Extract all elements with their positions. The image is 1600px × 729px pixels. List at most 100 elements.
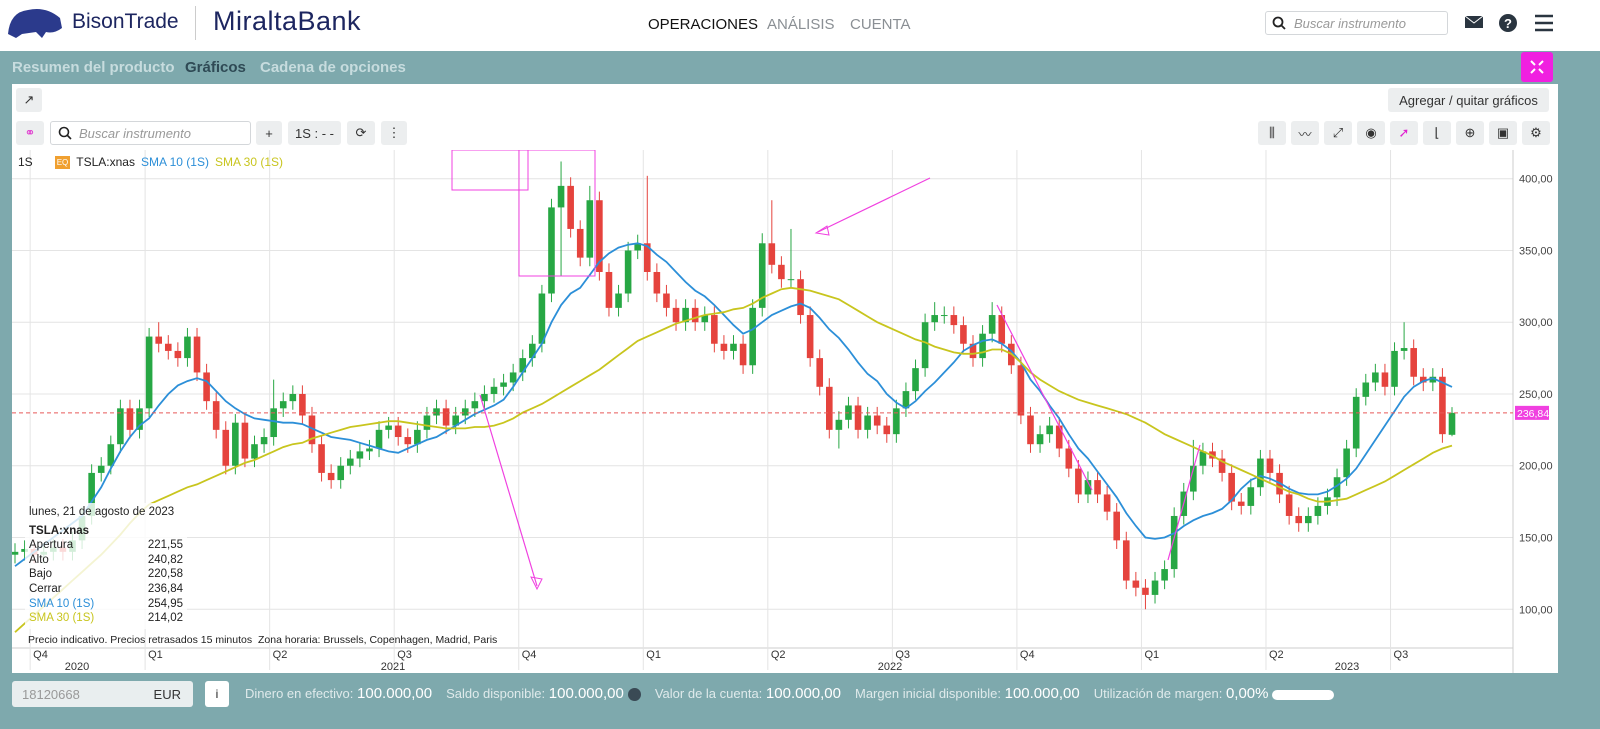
candle-body: [1429, 376, 1437, 383]
tooltip-label: SMA 30 (1S): [29, 612, 95, 625]
candle-body: [481, 393, 488, 402]
candle-body: [308, 415, 316, 445]
candle-body: [548, 207, 555, 294]
candle-body: [873, 415, 881, 426]
link-button[interactable]: ⚭: [16, 121, 44, 145]
candle-body: [442, 408, 450, 426]
tool-button[interactable]: 〰: [1291, 121, 1319, 145]
candle-body: [605, 271, 613, 308]
x-tick-label: Q4: [1020, 649, 1035, 661]
candle-body: [241, 422, 249, 459]
tool-button[interactable]: ⫼: [1258, 121, 1286, 145]
add-charts-button[interactable]: Agregar / quitar gráficos: [1388, 88, 1549, 112]
nav-item[interactable]: OPERACIONES: [648, 16, 759, 33]
tool-button[interactable]: ◉: [1357, 121, 1385, 145]
drawing-arrowhead: [530, 576, 543, 591]
popout-button[interactable]: ↗: [16, 88, 42, 112]
legend-badge: EQ: [54, 155, 71, 169]
candle-body: [1391, 350, 1398, 387]
x-tick-label: Q2: [1269, 649, 1284, 661]
year-label: 2023: [1335, 661, 1359, 673]
tab[interactable]: Cadena de opciones: [260, 59, 406, 76]
summary-item: Saldo disponible: 100.000,00: [446, 685, 641, 702]
candle-body: [739, 343, 747, 366]
tool-button[interactable]: ⊕: [1456, 121, 1484, 145]
add-button[interactable]: +: [256, 121, 282, 145]
menu-icon[interactable]: [1534, 14, 1554, 32]
candle-body: [1122, 540, 1130, 581]
tooltip-row: SMA 10 (1S) 254,95: [29, 597, 183, 612]
tooltip-row: Apertura 221,55: [29, 538, 183, 553]
x-tick-label: Q2: [273, 649, 288, 661]
candle-body: [749, 307, 756, 366]
candle-body: [1439, 376, 1446, 435]
y-tick-label: 400,00: [1519, 174, 1553, 186]
candle-body: [12, 551, 19, 555]
candle-body: [1170, 515, 1178, 570]
help-icon[interactable]: [627, 688, 641, 702]
nav-item[interactable]: ANÁLISIS: [767, 16, 835, 33]
summary-value: 100.000,00: [1004, 685, 1080, 702]
more-button[interactable]: ⋮: [381, 121, 407, 145]
summary-label: Valor de la cuenta:: [654, 686, 763, 701]
candle-body: [806, 315, 814, 359]
interval-button[interactable]: 1S : - -: [288, 121, 341, 145]
x-tick-label: Q4: [522, 649, 537, 661]
tool-button[interactable]: ⚙: [1522, 121, 1550, 145]
collapse-button[interactable]: [1521, 52, 1553, 82]
x-tick-label: Q3: [895, 649, 910, 661]
svg-text:?: ?: [1504, 16, 1512, 31]
tool-button[interactable]: ⤢: [1324, 121, 1352, 145]
search-placeholder: Buscar instrumento: [79, 125, 191, 141]
candle-body: [768, 243, 776, 265]
mail-icon[interactable]: [1464, 14, 1484, 30]
drawing-arrowhead: [814, 225, 830, 236]
candle-body: [509, 372, 517, 383]
candle-body: [356, 451, 364, 459]
tool-button[interactable]: ▣: [1489, 121, 1517, 145]
candle-body: [1190, 465, 1197, 492]
candle-body: [1199, 451, 1207, 466]
x-tick-label: Q1: [148, 649, 163, 661]
help-icon[interactable]: ?: [1498, 13, 1518, 33]
chart: 100,00 150,00 200,00 250,00 300,00 350,00 400,…: [12, 150, 1553, 673]
drawing-arrow: [479, 394, 538, 587]
candle-body: [634, 243, 641, 251]
tool-button[interactable]: ⌊: [1423, 121, 1451, 145]
search-icon: [58, 126, 72, 140]
summary-item: Dinero en efectivo: 100.000,00: [245, 685, 432, 702]
brand[interactable]: BisonTrade: [6, 4, 179, 40]
last-price-label: 236,84: [1517, 408, 1549, 420]
candle-body: [653, 271, 661, 294]
candle-body: [864, 415, 871, 430]
x-tick-label: Q1: [1144, 649, 1159, 661]
candle-body: [1410, 348, 1417, 377]
account-select[interactable]: 18120668 EUR: [12, 681, 193, 707]
x-tick-label: Q1: [646, 649, 661, 661]
tooltip: lunes, 21 de agosto de 2023 TSLA:xnas Ap…: [25, 503, 187, 629]
y-tick-label: 100,00: [1519, 604, 1553, 616]
tooltip-value: 236,84: [147, 582, 183, 595]
y-tick-label: 150,00: [1519, 532, 1553, 544]
candle-body: [385, 425, 392, 430]
candle-body: [1075, 468, 1082, 495]
bank-name: MiraltaBank: [213, 6, 362, 36]
nav-item[interactable]: CUENTA: [850, 16, 911, 33]
info-button[interactable]: i: [205, 681, 229, 707]
tooltip-label: Alto: [29, 553, 49, 566]
account-number: 18120668: [22, 686, 80, 702]
candle-body: [1055, 425, 1063, 449]
refresh-button[interactable]: ⟳: [347, 121, 375, 145]
candle-body: [1295, 515, 1303, 524]
tab-active[interactable]: Gráficos: [185, 59, 246, 76]
candle-body: [682, 307, 689, 323]
tool-button[interactable]: ➚: [1390, 121, 1418, 145]
search-box[interactable]: Buscar instrumento: [1265, 11, 1448, 35]
candle-body: [988, 315, 996, 334]
chart-search[interactable]: Buscar instrumento: [50, 121, 251, 145]
candle-body: [1372, 372, 1379, 383]
summary-value: 0,00%: [1225, 685, 1269, 702]
tab[interactable]: Resumen del producto: [12, 59, 175, 76]
candle-body: [778, 264, 785, 280]
candle-body: [1142, 587, 1149, 595]
